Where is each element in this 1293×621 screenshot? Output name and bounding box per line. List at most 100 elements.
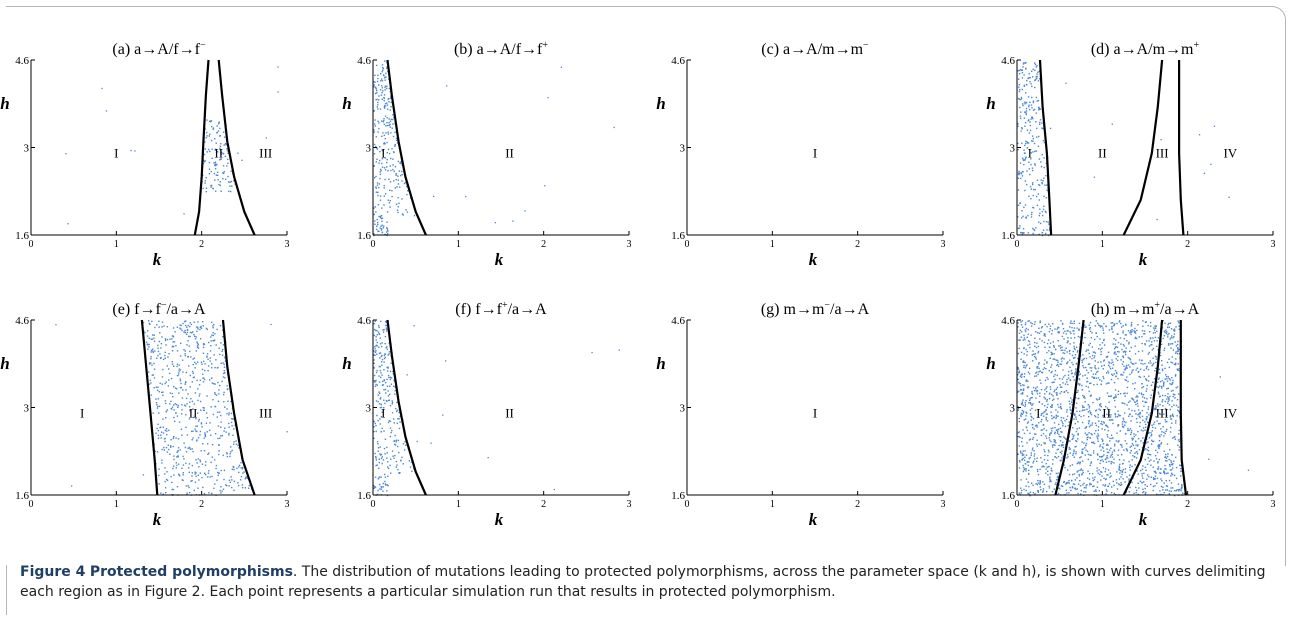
data-point <box>1062 352 1064 354</box>
data-point <box>163 446 165 449</box>
x-tick-label: 1 <box>770 239 775 250</box>
data-point <box>1166 361 1169 364</box>
data-point <box>1150 435 1152 437</box>
x-axis-label: k <box>1139 250 1148 269</box>
data-point <box>1168 378 1171 380</box>
data-point <box>1040 179 1042 181</box>
data-point <box>396 409 399 411</box>
data-point <box>1075 391 1077 394</box>
data-point <box>185 485 188 487</box>
data-point <box>1086 377 1088 379</box>
data-point <box>1113 381 1116 384</box>
data-point <box>1116 372 1118 375</box>
data-point <box>1089 464 1091 467</box>
data-point <box>1042 368 1044 371</box>
data-point <box>1024 101 1026 103</box>
data-point <box>1025 348 1027 351</box>
data-point <box>1133 433 1135 435</box>
data-point <box>1096 437 1099 439</box>
region-label: I <box>114 145 118 160</box>
data-point <box>1055 441 1057 444</box>
data-point <box>1017 453 1019 455</box>
data-point <box>227 158 229 161</box>
data-point <box>1114 443 1116 445</box>
data-point <box>394 143 396 146</box>
data-point <box>1053 416 1055 418</box>
data-point <box>1126 364 1128 367</box>
data-point <box>1074 422 1076 425</box>
data-point <box>445 360 447 362</box>
data-point <box>189 386 191 388</box>
data-point <box>1112 361 1114 363</box>
data-point <box>1171 362 1174 364</box>
data-point <box>1143 397 1146 399</box>
data-point <box>1148 340 1150 342</box>
data-point <box>375 383 377 386</box>
data-point <box>1057 492 1060 495</box>
data-point <box>1051 444 1054 446</box>
data-point <box>191 448 193 450</box>
data-point <box>1040 420 1042 423</box>
data-point <box>1063 436 1065 438</box>
data-point <box>1140 440 1142 442</box>
data-point <box>1164 378 1166 380</box>
data-point <box>196 330 198 332</box>
data-point <box>214 459 216 461</box>
data-point <box>1090 370 1093 372</box>
data-point <box>1029 108 1031 111</box>
data-point <box>381 358 384 361</box>
data-point <box>1144 429 1146 431</box>
data-point <box>160 434 162 436</box>
data-point <box>387 98 389 100</box>
data-point <box>1035 331 1037 333</box>
data-point <box>395 460 398 463</box>
data-point <box>157 405 159 408</box>
data-point <box>1025 478 1028 480</box>
data-point <box>1035 346 1038 349</box>
data-point <box>167 385 170 387</box>
data-point <box>1171 422 1173 424</box>
data-point <box>1143 481 1145 483</box>
data-point <box>1139 376 1142 378</box>
data-point <box>1156 451 1159 454</box>
data-point <box>130 149 132 152</box>
data-point <box>157 350 160 353</box>
data-point <box>1067 391 1069 394</box>
data-point <box>1043 205 1045 207</box>
data-point <box>1208 458 1210 460</box>
data-point <box>1027 481 1029 483</box>
data-point <box>1034 345 1036 347</box>
data-point <box>203 437 205 439</box>
data-point <box>1054 439 1056 442</box>
data-point <box>153 387 155 389</box>
data-point <box>1052 395 1054 397</box>
data-point <box>386 370 389 372</box>
data-point <box>210 406 212 408</box>
data-point <box>222 172 224 174</box>
data-point <box>377 101 379 104</box>
x-tick-label: 2 <box>541 499 546 510</box>
data-point <box>220 435 222 437</box>
data-point <box>1021 210 1023 212</box>
data-point <box>1170 475 1172 477</box>
data-point <box>1127 401 1130 404</box>
data-point <box>381 158 384 160</box>
data-point <box>1061 457 1063 459</box>
data-point <box>157 437 160 439</box>
data-point <box>151 374 153 376</box>
data-point <box>1022 361 1024 363</box>
data-point <box>1113 373 1115 375</box>
data-point <box>1103 422 1105 424</box>
data-point <box>1035 358 1037 360</box>
data-point <box>1039 123 1041 125</box>
region-label: II <box>1098 145 1107 160</box>
data-point <box>1168 358 1170 360</box>
data-point <box>234 424 236 427</box>
data-point <box>171 361 173 363</box>
data-point <box>379 215 382 217</box>
data-point <box>377 443 379 445</box>
data-point <box>1101 475 1103 477</box>
data-point <box>213 172 216 175</box>
data-point <box>223 478 225 481</box>
data-point <box>169 392 172 394</box>
